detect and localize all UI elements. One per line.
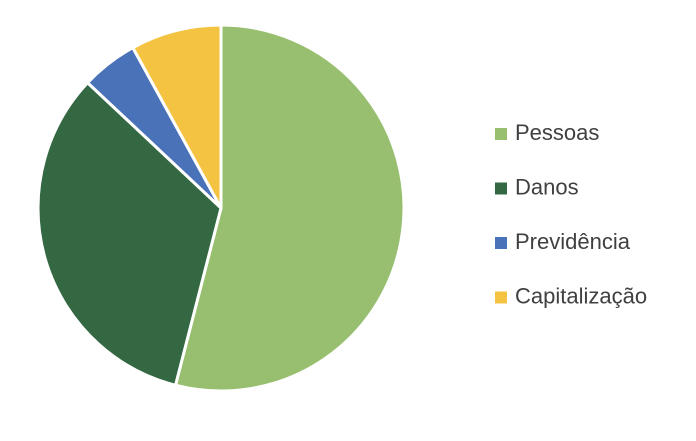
legend-swatch (495, 291, 507, 304)
legend-swatch (495, 237, 507, 249)
legend-label: Pessoas (515, 120, 599, 145)
legend-label: Previdência (515, 229, 631, 254)
legend-swatch (495, 128, 507, 140)
pie-slice (131, 23, 223, 210)
legend-label: Capitalização (515, 283, 647, 308)
legend-label: Danos (515, 174, 579, 199)
legend-swatch (495, 182, 507, 195)
pie-slice (36, 81, 223, 387)
pie-slice (173, 23, 406, 393)
